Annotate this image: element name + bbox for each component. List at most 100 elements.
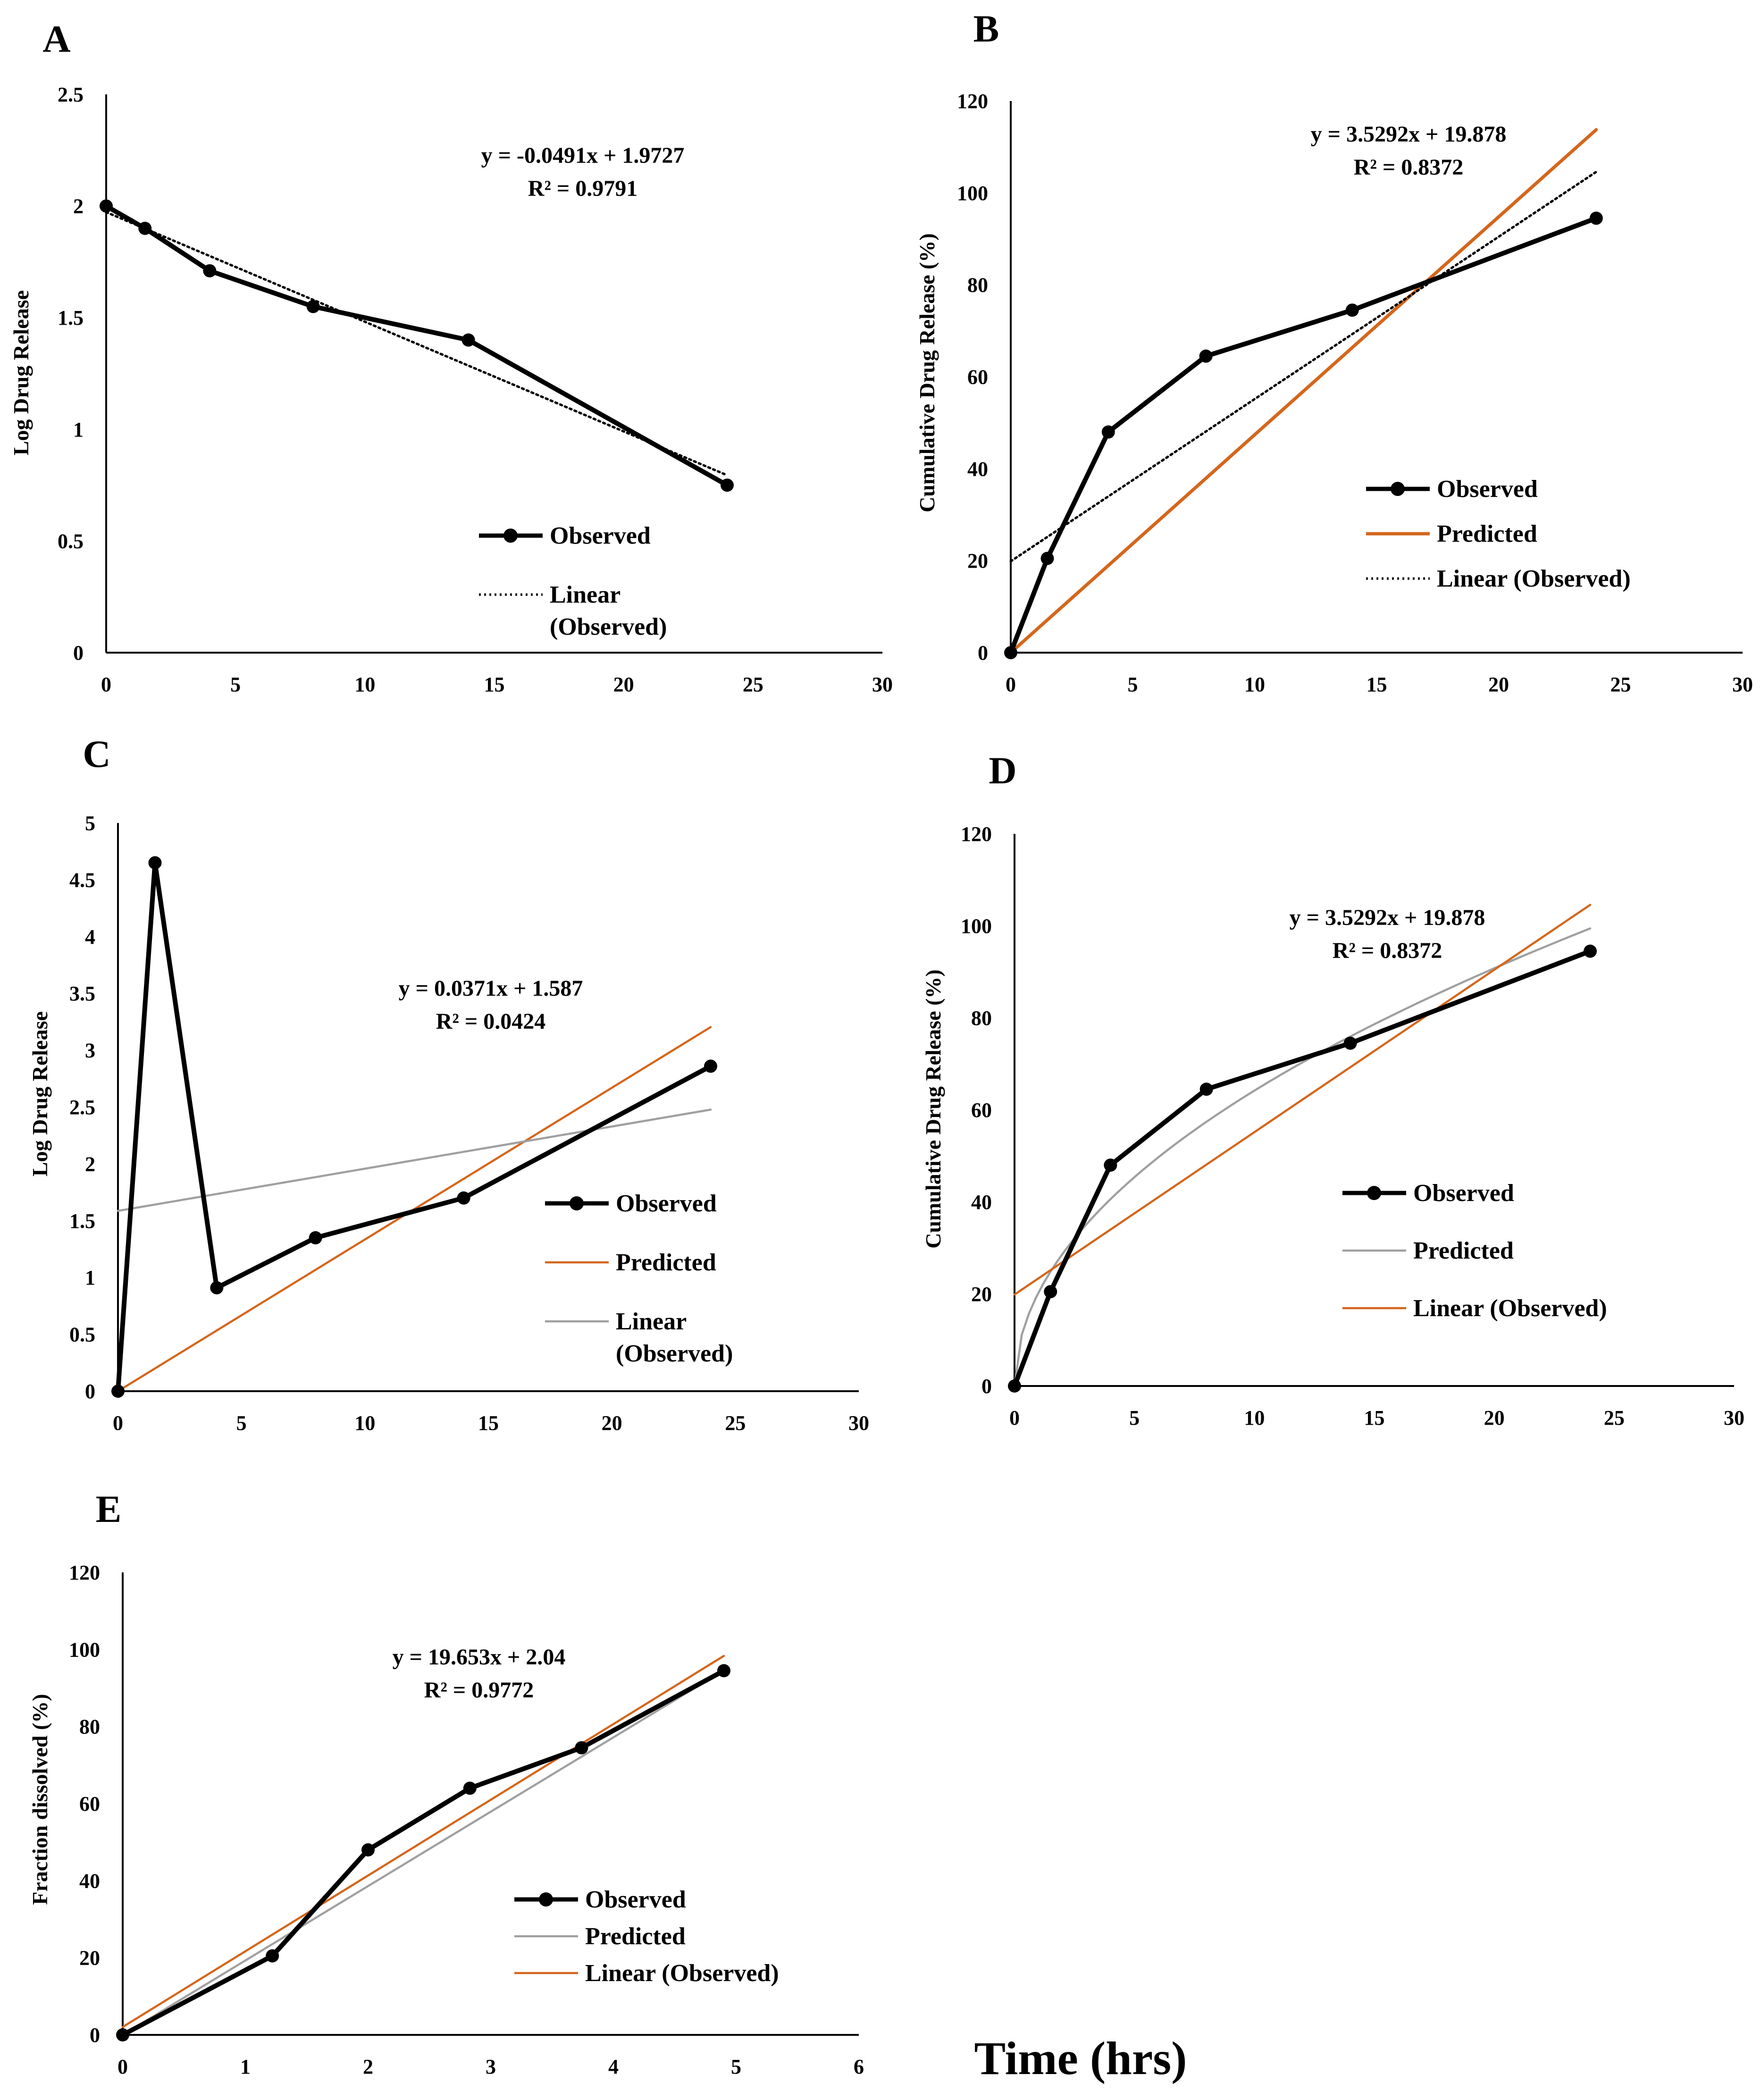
y-tick-label: 3.5 bbox=[69, 982, 95, 1005]
data-point bbox=[721, 479, 734, 492]
legend: Observed Predicted Linear (Observed) bbox=[1342, 1180, 1607, 1322]
series-predicted-line bbox=[1009, 128, 1598, 655]
data-point bbox=[111, 1385, 125, 1398]
data-point bbox=[1104, 1159, 1117, 1172]
x-tick-label: 5 bbox=[236, 1411, 247, 1435]
legend-label: Observed bbox=[550, 522, 651, 549]
y-axis-label: Cumulative Drug Release (%) bbox=[921, 969, 945, 1249]
data-point bbox=[203, 264, 217, 277]
y-tick-label: 80 bbox=[79, 1715, 100, 1739]
x-tick-label: 0 bbox=[101, 673, 111, 696]
legend: Observed Predicted Linear (Observed) bbox=[545, 1190, 733, 1367]
data-point bbox=[1343, 1036, 1357, 1050]
x-tick-label: 5 bbox=[230, 673, 241, 696]
x-tick-label: 30 bbox=[848, 1411, 869, 1435]
data-point bbox=[1004, 646, 1017, 659]
y-axis-label: Fraction dissolved (%) bbox=[28, 1694, 52, 1905]
legend-sample-0-marker bbox=[1391, 482, 1405, 496]
y-tick-label: 1 bbox=[85, 1266, 95, 1289]
panel-letter: B bbox=[973, 7, 999, 50]
y-tick-label: 120 bbox=[961, 823, 992, 846]
x-tick-label: 30 bbox=[872, 673, 893, 696]
data-point bbox=[1345, 303, 1359, 317]
y-tick-label: 100 bbox=[961, 915, 992, 938]
y-tick-label: 4 bbox=[85, 925, 95, 949]
series-observed-line bbox=[1008, 216, 1599, 655]
legend-label-line2: (Observed) bbox=[616, 1340, 733, 1367]
y-tick-label: 100 bbox=[957, 182, 988, 205]
data-point bbox=[116, 2028, 129, 2041]
trend-equation: y = 0.0371x + 1.587 bbox=[399, 976, 583, 1001]
legend-label: Predicted bbox=[1437, 521, 1537, 547]
x-tick-label: 20 bbox=[1488, 673, 1509, 696]
r-squared-value: R² = 0.9772 bbox=[424, 1678, 534, 1703]
data-point bbox=[704, 1059, 717, 1073]
x-tick-label: 0 bbox=[1006, 673, 1016, 696]
y-tick-label: 40 bbox=[971, 1191, 992, 1214]
y-tick-label: 0 bbox=[90, 2024, 100, 2047]
series-linear-observed-line bbox=[117, 1109, 712, 1212]
data-point bbox=[1199, 1083, 1213, 1096]
x-tick-label: 20 bbox=[613, 673, 634, 696]
x-tick-label: 20 bbox=[1484, 1406, 1505, 1429]
x-tick-label: 30 bbox=[1732, 673, 1753, 696]
y-tick-label: 20 bbox=[79, 1947, 100, 1970]
y-tick-label: 2.5 bbox=[69, 1096, 95, 1119]
series-predicted-line bbox=[1013, 927, 1592, 1387]
x-tick-label: 6 bbox=[854, 2055, 864, 2078]
r-squared-value: R² = 0.9791 bbox=[528, 176, 637, 201]
series-linear-observed-line bbox=[1013, 904, 1592, 1296]
y-tick-label: 1.5 bbox=[69, 1210, 95, 1233]
x-tick-label: 25 bbox=[743, 673, 763, 696]
x-tick-label: 10 bbox=[354, 1411, 375, 1435]
trend-equation: y = 3.5292x + 19.878 bbox=[1311, 122, 1507, 147]
data-point bbox=[148, 856, 162, 870]
data-point bbox=[138, 221, 152, 235]
x-tick-label: 15 bbox=[478, 1411, 499, 1435]
series-linear-observed-line bbox=[121, 1655, 725, 2028]
data-point bbox=[361, 1843, 375, 1856]
legend: Observed Predicted Linear (Observed) bbox=[514, 1886, 779, 1987]
legend-sample-0-marker bbox=[539, 1892, 553, 1907]
legend-label: Observed bbox=[1413, 1180, 1514, 1207]
y-tick-label: 80 bbox=[971, 1007, 992, 1030]
x-tick-label: 15 bbox=[1364, 1406, 1385, 1429]
data-point bbox=[717, 1664, 730, 1678]
legend-label: Observed bbox=[585, 1886, 686, 1913]
data-point bbox=[457, 1191, 470, 1205]
y-tick-label: 0 bbox=[978, 641, 988, 664]
y-tick-label: 20 bbox=[971, 1283, 992, 1306]
y-tick-label: 80 bbox=[967, 274, 988, 297]
trend-equation: y = 19.653x + 2.04 bbox=[393, 1645, 566, 1670]
x-tick-label: 3 bbox=[486, 2055, 496, 2078]
series-observed-line bbox=[116, 860, 713, 1394]
y-tick-label: 2 bbox=[85, 1152, 95, 1176]
trend-equation: y = 3.5292x + 19.878 bbox=[1290, 905, 1485, 930]
trend-equation: y = -0.0491x + 1.9727 bbox=[481, 143, 685, 168]
legend-label: Predicted bbox=[585, 1923, 686, 1950]
data-point bbox=[1040, 552, 1054, 565]
data-point bbox=[306, 300, 320, 313]
y-tick-label: 60 bbox=[79, 1792, 100, 1815]
series-observed-line bbox=[1012, 949, 1593, 1388]
legend-label: Observed bbox=[1437, 476, 1538, 503]
series-linear-observed-line bbox=[105, 211, 729, 477]
legend-sample-0-marker bbox=[570, 1196, 584, 1210]
x-tick-label: 2 bbox=[363, 2055, 373, 2078]
y-axis-label: Log Drug Release bbox=[28, 1011, 52, 1176]
legend: Observed Linear (Observed) bbox=[479, 522, 667, 640]
y-tick-label: 60 bbox=[967, 366, 988, 389]
y-tick-label: 100 bbox=[69, 1638, 100, 1661]
legend-label-line2: (Observed) bbox=[550, 613, 667, 640]
x-axis-title: Time (hrs) bbox=[974, 2032, 1187, 2084]
series-linear-observed-line bbox=[1009, 170, 1598, 563]
y-tick-label: 1 bbox=[73, 418, 84, 441]
data-point bbox=[575, 1741, 588, 1755]
x-tick-label: 25 bbox=[1610, 673, 1631, 696]
y-tick-label: 60 bbox=[971, 1099, 992, 1122]
data-point bbox=[1589, 211, 1603, 225]
y-tick-label: 3 bbox=[85, 1039, 95, 1062]
legend-label: Linear (Observed) bbox=[585, 1960, 779, 1987]
panel-b: B 0 5 10 15 20 25 30 0 20 40 60 80 100 120 Cumulative D… bbox=[915, 7, 1753, 696]
